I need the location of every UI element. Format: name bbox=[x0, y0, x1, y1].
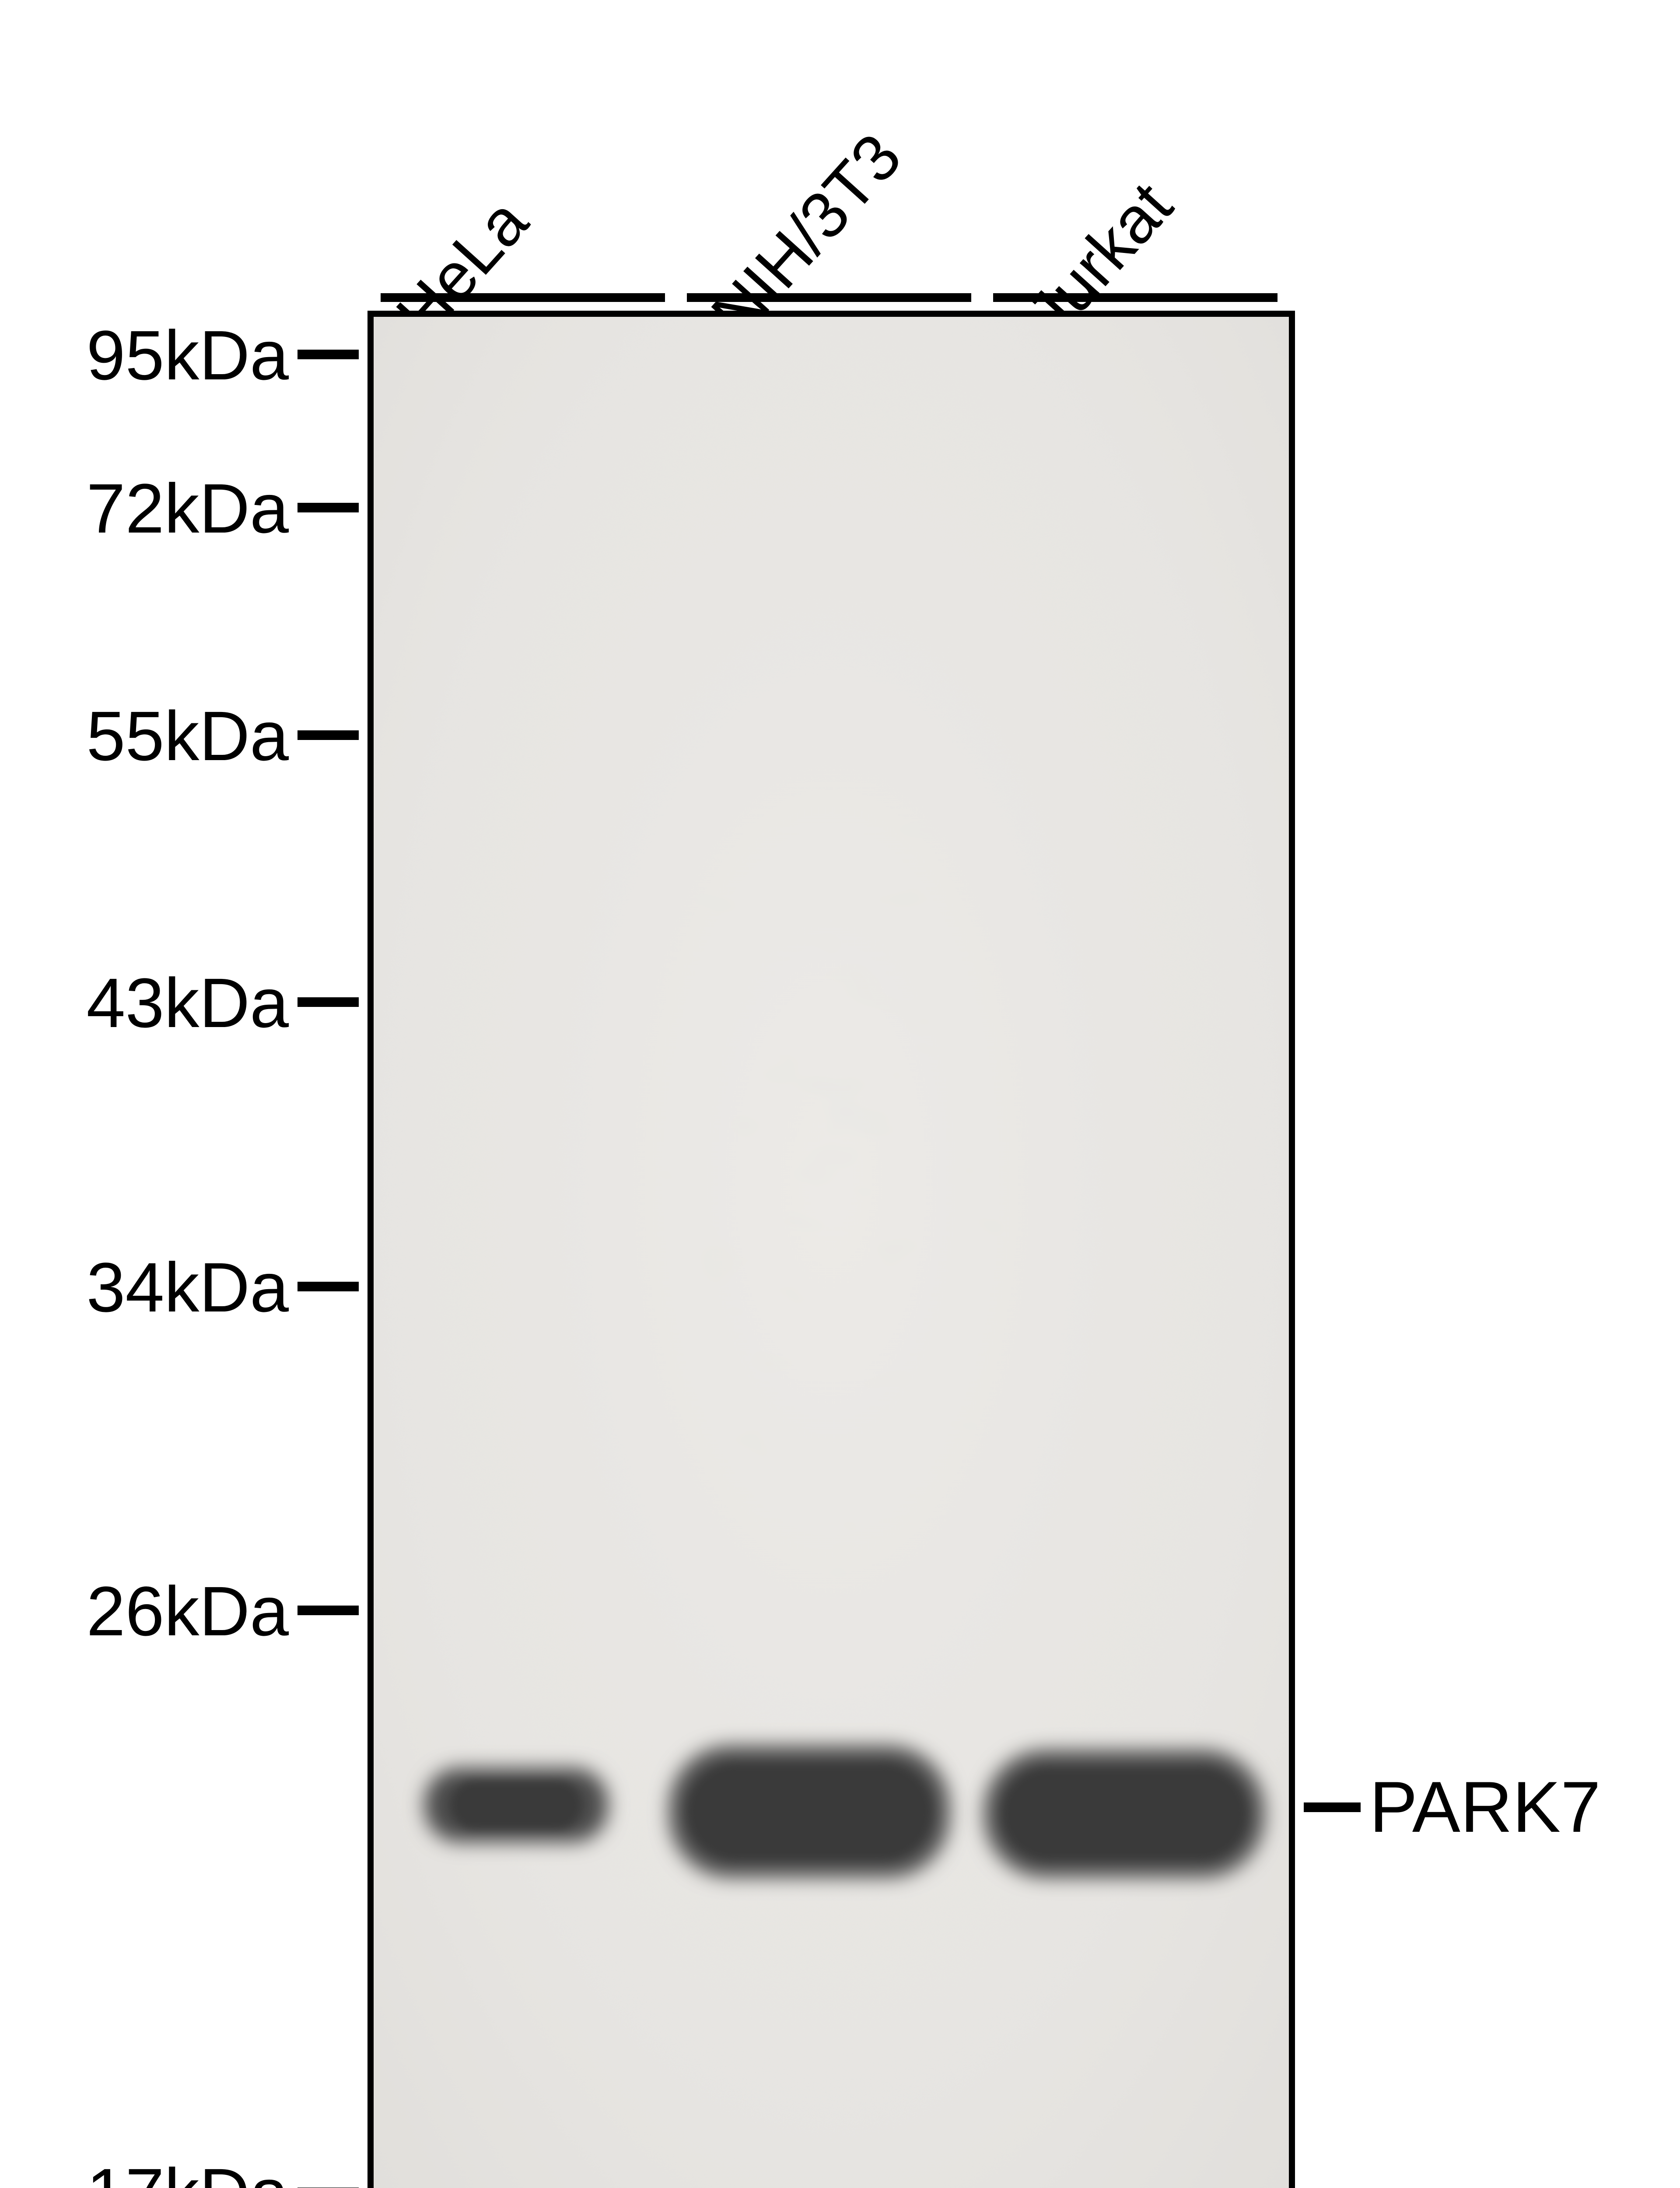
blot-membrane bbox=[368, 311, 1295, 2188]
mw-tick-34 bbox=[298, 1282, 359, 1291]
mw-tick-26 bbox=[298, 1606, 359, 1615]
mw-tick-95 bbox=[298, 350, 359, 359]
mw-tick-72 bbox=[298, 503, 359, 512]
lane-underline-3 bbox=[993, 293, 1278, 302]
target-tick bbox=[1304, 1802, 1361, 1812]
mw-label-34: 34kDa bbox=[87, 1247, 289, 1328]
blot-background bbox=[374, 317, 1289, 2188]
western-blot-figure: HeLa NIH/3T3 Jurkat bbox=[0, 0, 1680, 2188]
mw-tick-43 bbox=[298, 997, 359, 1007]
mw-label-95: 95kDa bbox=[87, 315, 289, 396]
mw-tick-55 bbox=[298, 730, 359, 740]
mw-label-72: 72kDa bbox=[87, 468, 289, 549]
target-label: PARK7 bbox=[1369, 1766, 1601, 1848]
band-lane-1-core bbox=[451, 1781, 582, 1829]
lane-underline-1 bbox=[381, 293, 665, 302]
band-lane-3-core bbox=[1002, 1768, 1247, 1860]
mw-label-55: 55kDa bbox=[87, 696, 289, 776]
mw-label-26: 26kDa bbox=[87, 1571, 289, 1652]
lane-underline-2 bbox=[687, 293, 971, 302]
band-lane-2-core bbox=[687, 1764, 932, 1860]
mw-label-17: 17kDa bbox=[87, 2153, 289, 2188]
mw-label-43: 43kDa bbox=[87, 963, 289, 1043]
